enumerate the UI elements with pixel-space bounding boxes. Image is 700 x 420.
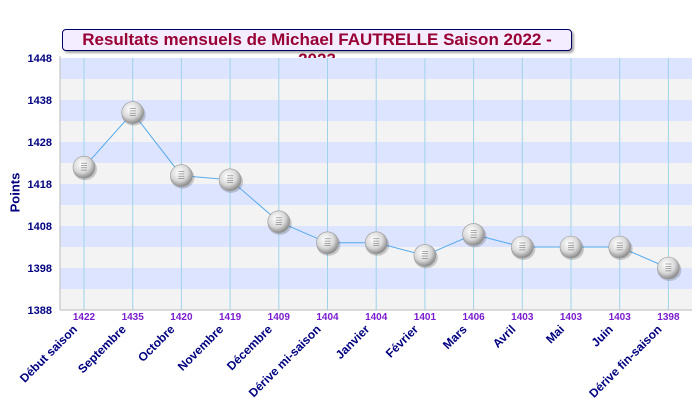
x-tick-label: Mars	[440, 322, 470, 352]
data-point-marker	[413, 244, 437, 267]
data-point-marker	[72, 155, 96, 179]
data-point	[413, 244, 438, 269]
data-point	[608, 235, 633, 260]
x-tick-label: Décembre	[224, 322, 275, 373]
y-tick-label: 1428	[28, 137, 52, 149]
y-tick-label: 1408	[28, 221, 52, 233]
data-value-label: 1404	[365, 312, 388, 323]
data-point	[657, 256, 682, 281]
data-point-marker	[510, 235, 534, 259]
data-value-label: 1419	[219, 312, 242, 323]
data-value-label: 1435	[122, 312, 145, 323]
data-point	[267, 210, 292, 235]
data-point-marker	[559, 235, 583, 259]
x-tick-label: Février	[383, 322, 421, 360]
data-point	[72, 155, 97, 181]
x-tick-label: Janvier	[333, 322, 373, 362]
data-point	[559, 235, 584, 260]
x-tick-label: Juin	[588, 322, 615, 349]
x-tick-label: Avril	[490, 322, 518, 350]
data-value-label: 1409	[268, 312, 291, 323]
data-point-marker	[657, 256, 680, 280]
chart-title: Resultats mensuels de Michael FAUTRELLE …	[62, 29, 572, 69]
data-value-label: 1420	[170, 312, 193, 323]
data-point-marker	[170, 164, 193, 187]
data-value-label: 1406	[462, 312, 485, 323]
y-tick-label: 1388	[28, 305, 52, 317]
data-value-label: 1401	[414, 312, 437, 323]
data-point	[316, 231, 341, 256]
data-value-label: 1403	[511, 312, 534, 323]
data-point-marker	[608, 235, 632, 259]
data-value-label: 1404	[316, 312, 339, 323]
data-value-label: 1403	[560, 312, 583, 323]
data-point	[364, 231, 390, 256]
data-point-marker	[121, 101, 144, 124]
data-point-marker	[267, 210, 291, 234]
data-value-label: 1398	[657, 312, 680, 323]
x-tick-label: Mai	[543, 322, 567, 346]
data-value-label: 1422	[73, 312, 96, 323]
data-point	[462, 223, 487, 248]
data-point	[218, 168, 244, 193]
data-point-marker	[218, 168, 242, 192]
data-point	[170, 164, 195, 189]
data-point-marker	[462, 223, 485, 246]
y-tick-label: 1418	[28, 179, 52, 191]
x-tick-label: Septembre	[75, 322, 129, 376]
data-value-label: 1403	[609, 312, 632, 323]
data-point-marker	[316, 231, 339, 255]
x-tick-label: Début saison	[17, 322, 80, 385]
x-tick-label: Octobre	[135, 322, 178, 365]
y-tick-label: 1448	[28, 53, 52, 65]
x-tick-label: Novembre	[175, 322, 227, 374]
data-point	[121, 101, 146, 126]
y-tick-label: 1438	[28, 95, 52, 107]
y-tick-label: 1398	[28, 263, 52, 275]
data-point	[510, 235, 536, 260]
data-point-marker	[364, 231, 388, 255]
